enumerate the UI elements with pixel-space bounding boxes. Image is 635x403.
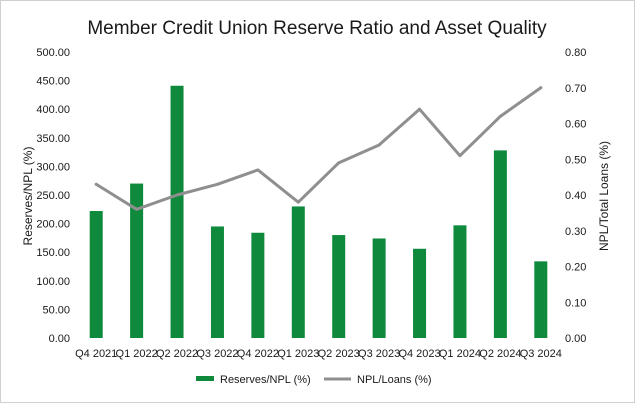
x-axis-label: Q4 2021 bbox=[75, 348, 117, 360]
right-axis-tick-label: 0.40 bbox=[565, 190, 586, 202]
bars-series bbox=[89, 85, 548, 338]
left-axis-title: Reserves/NPL (%) bbox=[21, 147, 35, 246]
right-axis-tick-label: 0.50 bbox=[565, 154, 586, 166]
line-point-q4-2021 bbox=[94, 182, 98, 186]
line-point-q4-2022 bbox=[256, 168, 260, 172]
x-axis-label: Q1 2024 bbox=[439, 348, 481, 360]
line-point-q1-2023 bbox=[296, 200, 300, 204]
bar-q4-2021 bbox=[89, 211, 103, 338]
x-axis-label: Q2 2024 bbox=[479, 348, 521, 360]
line-point-q3-2024 bbox=[539, 86, 543, 90]
right-axis-tick-label: 0.80 bbox=[565, 47, 586, 59]
legend-line-label: NPL/Loans (%) bbox=[357, 374, 432, 386]
bar-q1-2022 bbox=[130, 183, 144, 338]
bar-q4-2023 bbox=[413, 248, 427, 338]
left-axis-tick-label: 250.00 bbox=[36, 190, 70, 202]
bar-q1-2023 bbox=[291, 206, 305, 338]
left-axis-tick-label: 450.00 bbox=[36, 76, 70, 88]
left-axis-tick-label: 100.00 bbox=[36, 276, 70, 288]
line-point-q2-2023 bbox=[337, 161, 341, 165]
x-axis-label: Q4 2022 bbox=[237, 348, 279, 360]
legend-bar-label: Reserves/NPL (%) bbox=[220, 374, 311, 386]
x-axis-label: Q2 2022 bbox=[156, 348, 198, 360]
left-axis-tick-label: 500.00 bbox=[36, 47, 70, 59]
legend-bar-swatch bbox=[196, 376, 214, 381]
npl-loans-line bbox=[94, 86, 543, 211]
chart-title: Member Credit Union Reserve Ratio and As… bbox=[87, 18, 547, 39]
line-point-q2-2022 bbox=[175, 193, 179, 197]
x-axis-label: Q1 2022 bbox=[116, 348, 158, 360]
left-axis-tick-label: 350.00 bbox=[36, 133, 70, 145]
left-axis-tick-label: 50.00 bbox=[42, 304, 70, 316]
line-point-q4-2023 bbox=[418, 107, 422, 111]
bar-q3-2023 bbox=[372, 238, 386, 338]
right-axis-tick-label: 0.10 bbox=[565, 297, 586, 309]
right-axis-title: NPL/Total Loans (%) bbox=[597, 141, 611, 251]
left-axis-tick-label: 0.00 bbox=[49, 333, 70, 345]
line-series bbox=[94, 86, 543, 211]
x-axis-label: Q1 2023 bbox=[277, 348, 319, 360]
bar-q1-2024 bbox=[453, 225, 467, 338]
bar-q2-2023 bbox=[332, 235, 346, 338]
line-point-q1-2024 bbox=[458, 154, 462, 158]
bar-q4-2022 bbox=[251, 232, 265, 338]
right-axis-tick-label: 0.20 bbox=[565, 262, 586, 274]
x-axis-label: Q3 2024 bbox=[520, 348, 562, 360]
x-axis-label: Q3 2023 bbox=[358, 348, 400, 360]
left-axis-ticks: 0.00 50.00 100.00 150.00 200.00 250.00 300.00 3… bbox=[36, 47, 70, 345]
x-axis-label: Q3 2022 bbox=[196, 348, 238, 360]
bar-q3-2022 bbox=[210, 226, 224, 338]
left-axis-tick-label: 200.00 bbox=[36, 219, 70, 231]
legend: Reserves/NPL (%) NPL/Loans (%) bbox=[196, 374, 432, 386]
x-axis-label: Q4 2023 bbox=[398, 348, 440, 360]
left-axis-tick-label: 300.00 bbox=[36, 161, 70, 173]
right-axis-tick-label: 0.70 bbox=[565, 83, 586, 95]
right-axis-ticks: 0.00 0.10 0.20 0.30 0.40 0.50 0.60 0.70 0.80 bbox=[565, 47, 586, 345]
bar-q2-2024 bbox=[493, 150, 507, 338]
bar-q2-2022 bbox=[170, 85, 184, 338]
left-axis-tick-label: 150.00 bbox=[36, 247, 70, 259]
line-point-q2-2024 bbox=[498, 114, 502, 118]
x-axis-label: Q2 2023 bbox=[318, 348, 360, 360]
line-point-q3-2023 bbox=[377, 143, 381, 147]
bar-q3-2024 bbox=[534, 261, 548, 338]
right-axis-tick-label: 0.00 bbox=[565, 333, 586, 345]
line-point-q1-2022 bbox=[135, 207, 139, 211]
left-axis-tick-label: 400.00 bbox=[36, 104, 70, 116]
line-point-q3-2022 bbox=[215, 182, 219, 186]
right-axis-tick-label: 0.60 bbox=[565, 119, 586, 131]
right-axis-tick-label: 0.30 bbox=[565, 226, 586, 238]
